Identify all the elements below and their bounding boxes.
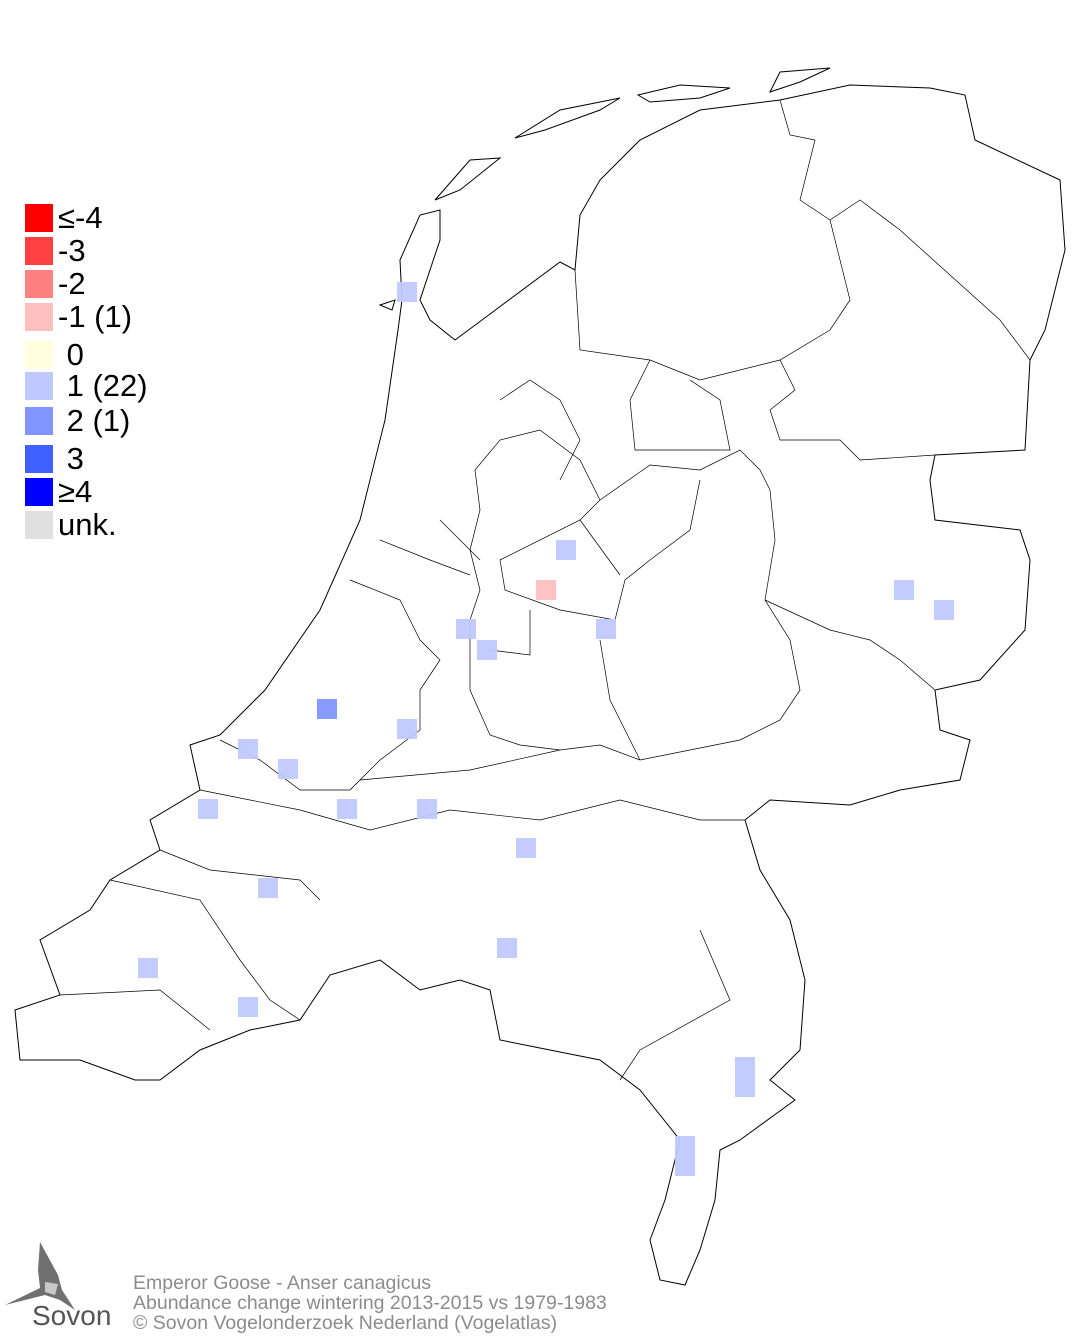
legend-label: ≥4 (58, 474, 93, 509)
legend-item: -3 (25, 233, 86, 268)
legend-label: 2 (1) (58, 403, 131, 438)
grid-cell (477, 640, 497, 660)
province-borders (59, 99, 1031, 1081)
grid-cell (337, 799, 357, 819)
legend-swatch (25, 372, 53, 400)
grid-cell (735, 1077, 755, 1097)
legend-label: 3 (58, 441, 84, 476)
grid-cell (934, 600, 954, 620)
legend-item: 3 (25, 441, 84, 476)
legend-label: 1 (22) (58, 368, 148, 403)
legend-label: 0 (58, 337, 84, 372)
legend-item: ≥4 (25, 474, 93, 509)
grid-cell (317, 699, 337, 719)
logo-text: Sovon (32, 1300, 111, 1331)
grid-cell (556, 540, 576, 560)
legend-swatch (25, 445, 53, 473)
grid-cell (258, 878, 278, 898)
legend-item: 1 (22) (25, 368, 148, 403)
legend-swatch (25, 303, 53, 331)
grid-cell (397, 719, 417, 739)
legend-swatch (25, 511, 53, 539)
legend-swatch (25, 407, 53, 435)
legend-swatch (25, 204, 53, 232)
grid-cell (278, 759, 298, 779)
grid-cell (497, 938, 517, 958)
legend-item: unk. (25, 507, 117, 542)
map-subtitle: Abundance change wintering 2013-2015 vs … (133, 1292, 607, 1314)
map-caption: Emperor Goose - Anser canagicus Abundanc… (133, 1273, 607, 1333)
legend-label: ≤-4 (58, 200, 103, 235)
legend-item: 2 (1) (25, 403, 131, 438)
grid-cell (675, 1156, 695, 1176)
legend-swatch (25, 237, 53, 265)
legend-item: -2 (25, 266, 86, 301)
grid-cell (894, 580, 914, 600)
sovon-logo: Sovon (0, 1240, 120, 1335)
swallow-logo-icon: Sovon (5, 1242, 111, 1331)
copyright: © Sovon Vogelonderzoek Nederland (Vogela… (133, 1312, 558, 1334)
grid-cell (735, 1057, 755, 1077)
grid-cell (238, 997, 258, 1017)
grid-cell (198, 799, 218, 819)
grid-cell (417, 799, 437, 819)
wadden-islands (378, 67, 831, 311)
grid-cell (536, 580, 556, 600)
legend-swatch (25, 270, 53, 298)
grid-cell (238, 739, 258, 759)
legend-label: -3 (58, 233, 86, 268)
legend-label: -2 (58, 266, 86, 301)
legend-swatch (25, 478, 53, 506)
legend-label: -1 (1) (58, 299, 133, 334)
grid-cell (675, 1136, 695, 1156)
country-outline (14, 84, 1066, 1286)
legend-item: 0 (25, 337, 84, 372)
legend-swatch (25, 341, 53, 369)
legend-label: unk. (58, 507, 117, 542)
species-title: Emperor Goose - Anser canagicus (133, 1272, 432, 1294)
grid-cell (138, 958, 158, 978)
grid-cell (397, 282, 417, 302)
legend-item: -1 (1) (25, 299, 133, 334)
grid-cell (516, 838, 536, 858)
grid-cell (596, 619, 616, 639)
ijsselmeer-coast (379, 379, 581, 576)
grid-cell (456, 619, 476, 639)
legend-item: ≤-4 (25, 200, 103, 235)
